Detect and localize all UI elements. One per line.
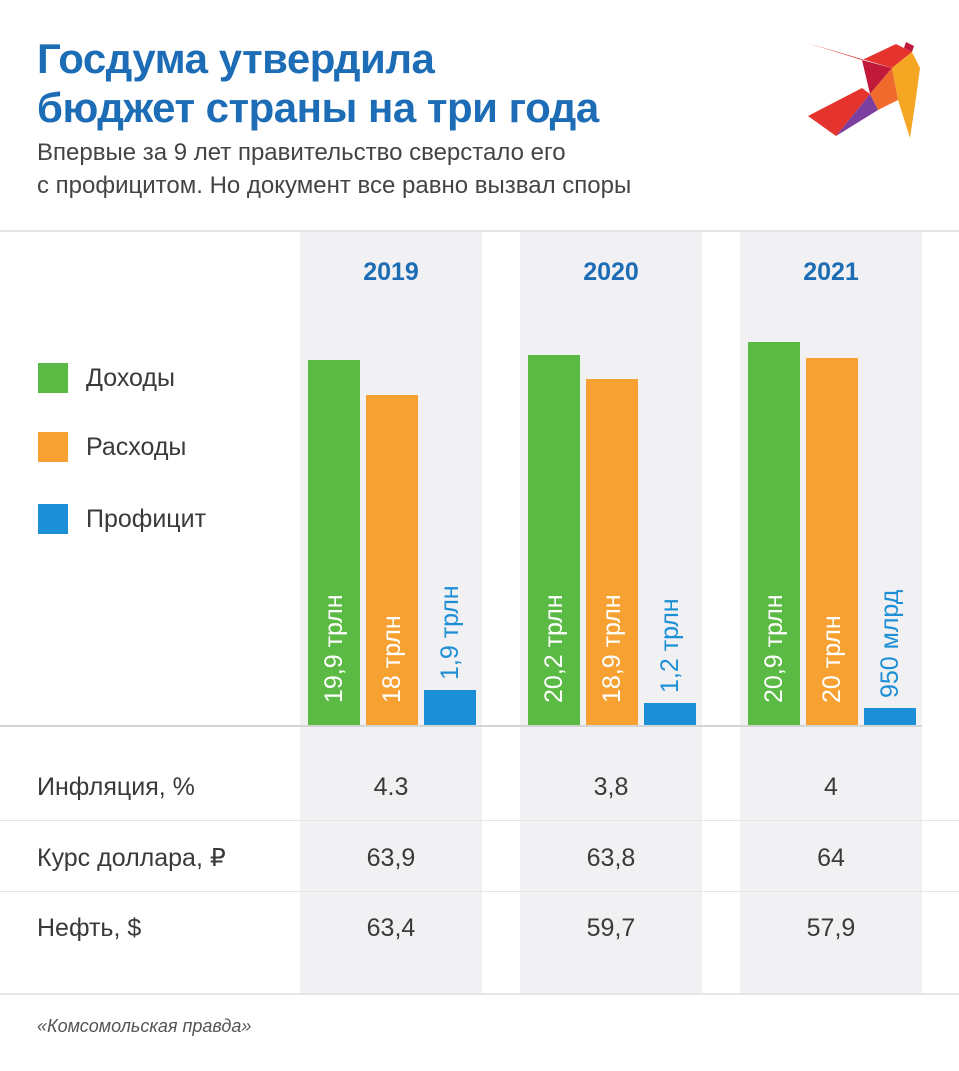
- year-label-2020: 2020: [583, 258, 639, 286]
- year-label-2019: 2019: [363, 258, 419, 286]
- row-divider-2: [0, 891, 959, 892]
- bar-label-surplus-2019: 1,9 трлн: [436, 585, 464, 680]
- bar-expenses-2021: [806, 358, 858, 725]
- bar-label-income-2021: 20,9 трлн: [760, 594, 788, 704]
- legend-swatch-expenses: [38, 432, 68, 462]
- subtitle-line-1: Впервые за 9 лет правительство сверстало…: [37, 139, 566, 166]
- table-cell-dollar-2020: 63,8: [586, 844, 636, 872]
- table-cell-oil-2020: 59,7: [586, 914, 636, 942]
- top-divider: [0, 230, 959, 232]
- legend-swatch-income: [38, 363, 68, 393]
- bar-label-expenses-2021: 20 трлн: [818, 615, 846, 703]
- page-subtitle: Впервые за 9 лет правительство сверстало…: [37, 136, 631, 202]
- title-line-2: бюджет страны на три года: [37, 84, 599, 131]
- year-label-2021: 2021: [803, 258, 859, 286]
- bar-expenses-2020: [586, 379, 638, 725]
- bar-surplus-2019: [424, 690, 476, 725]
- table-cell-dollar-2019: 63,9: [366, 844, 416, 872]
- title-line-1: Госдума утвердила: [37, 35, 435, 82]
- row-label-inflation: Инфляция, %: [37, 773, 195, 801]
- table-cell-oil-2021: 57,9: [806, 914, 856, 942]
- table-cell-oil-2019: 63,4: [366, 914, 416, 942]
- bar-label-surplus-2020: 1,2 трлн: [656, 598, 684, 693]
- bar-label-surplus-2021: 950 млрд: [876, 589, 904, 698]
- row-label-dollar-rate: Курс доллара, ₽: [37, 844, 226, 872]
- bar-surplus-2021: [864, 708, 916, 725]
- kp-swallow-logo-icon: [804, 42, 920, 138]
- bar-label-expenses-2019: 18 трлн: [378, 615, 406, 703]
- table-cell-inflation-2019: 4.3: [373, 773, 409, 801]
- legend-label-expenses: Расходы: [86, 433, 187, 461]
- row-divider-1: [0, 820, 959, 821]
- legend-label-surplus: Профицит: [86, 505, 207, 533]
- bar-expenses-2019: [366, 395, 418, 725]
- bar-label-expenses-2020: 18,9 трлн: [598, 594, 626, 704]
- page-title: Госдума утвердила бюджет страны на три г…: [37, 34, 599, 132]
- table-cell-inflation-2020: 3,8: [593, 773, 629, 801]
- bottom-divider: [0, 993, 959, 995]
- legend-swatch-surplus: [38, 504, 68, 534]
- row-label-oil: Нефть, $: [37, 914, 142, 942]
- bar-income-2021: [748, 342, 800, 725]
- bar-label-income-2020: 20,2 трлн: [540, 594, 568, 704]
- chart-baseline: [0, 725, 922, 727]
- table-cell-inflation-2021: 4: [824, 773, 838, 801]
- bar-surplus-2020: [644, 703, 696, 725]
- source-credit: «Комсомольская правда»: [37, 1016, 252, 1036]
- bar-income-2020: [528, 355, 580, 725]
- legend-label-income: Доходы: [86, 364, 175, 392]
- table-cell-dollar-2021: 64: [817, 844, 845, 872]
- bar-label-income-2019: 19,9 трлн: [320, 594, 348, 704]
- bar-income-2019: [308, 360, 360, 725]
- subtitle-line-2: с профицитом. Но документ все равно вызв…: [37, 172, 632, 199]
